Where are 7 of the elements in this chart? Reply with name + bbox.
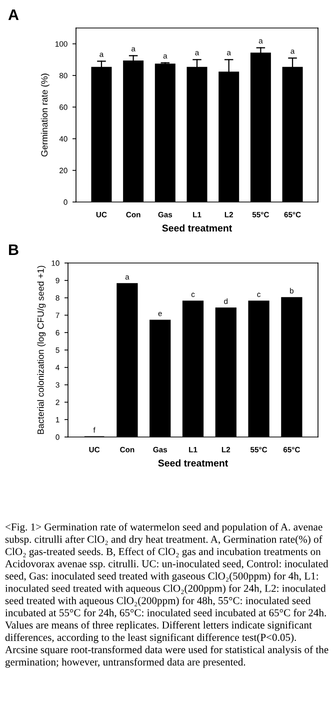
y-axis-title: Germination rate (%) xyxy=(40,74,50,156)
x-axis-title: Seed treatment xyxy=(158,459,228,467)
x-axis-title: Seed treatment xyxy=(162,224,232,232)
y-axis-title: Bacterial colonization (log CFU/g seed +1) xyxy=(37,266,46,434)
chart-title: B xyxy=(9,244,18,255)
text: <Fig. 1> Germination rate of watermelon seed and population of A. avenae subsp. citrulli after ClO₂ and dry heat treatment. A, Germination rate(%) of ClO₂ gas-treated seeds. B, Effect of ClO₂ gas and incubation treatments on Acidovorax avenae ssp. citrulli. UC: un-inoculated seed, Control: inoculated seed, Gas: inoculated seed treated with gaseous ClO₂(500ppm) for 4h, L1: inoculated seed treated with aqueous ClO₂(200ppm) for 24h, L2: inoculated seed treated with aqueous ClO₂(200ppm) for 48h, 55°C: inoculated seed incubated at 55°C for 24h, 65°C: inoculated seed incubated at 65°C for 24h. Values are means of three replicates. Different letters indicate significant differences, according to the least significant difference test(P<0.05). Arcsine square root-transformed data were used for statistical analysis of the germination; however, untransformed data are presented. xyxy=(5,523,328,668)
chart-title: A xyxy=(8,9,19,20)
